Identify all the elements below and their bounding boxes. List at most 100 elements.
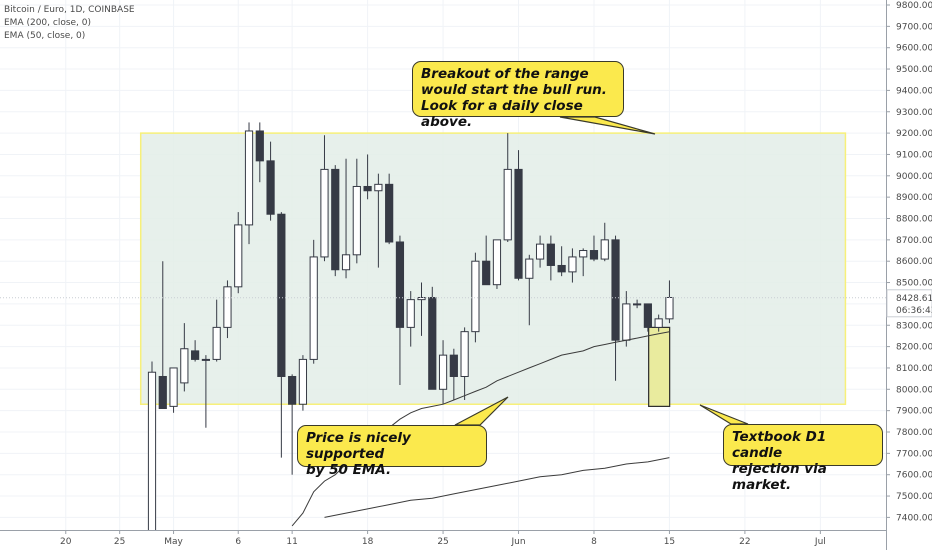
candle-body — [191, 350, 200, 360]
candle-body — [460, 331, 469, 377]
candle — [212, 299, 221, 362]
candle-body — [428, 296, 437, 390]
rejection-note-line-2: rejection via market. — [732, 461, 827, 493]
candle — [406, 291, 415, 347]
candle — [298, 355, 308, 411]
price-tick-label: 9400.00 — [896, 86, 932, 96]
candle — [438, 340, 448, 405]
candle-body — [169, 367, 178, 407]
price-tick-label: 9500.00 — [896, 65, 932, 75]
price-tick-label: 7600.00 — [896, 471, 932, 481]
price-tick-label: 9300.00 — [896, 108, 932, 118]
time-tick-label: 20 — [60, 537, 72, 547]
candle — [449, 348, 458, 400]
candle — [643, 303, 652, 332]
price-tick-label: 9200.00 — [896, 129, 932, 139]
candle-body — [255, 130, 264, 162]
candle — [514, 150, 523, 281]
price-tick-label: 8100.00 — [896, 364, 932, 374]
candle — [223, 280, 232, 339]
candle — [244, 122, 254, 245]
candle-body — [535, 243, 545, 260]
candle — [395, 235, 405, 386]
candle — [191, 340, 200, 362]
candle-body — [503, 168, 512, 241]
candle-body — [482, 260, 491, 286]
price-tick-label: 7800.00 — [896, 428, 932, 438]
price-tick-label: 7500.00 — [896, 492, 932, 502]
breakout-note-line-1: Breakout of the range — [421, 66, 589, 82]
time-tick-label: Jun — [510, 537, 525, 547]
candle-body — [557, 264, 566, 273]
price-tick-label: 9700.00 — [896, 22, 932, 32]
candle-body — [298, 358, 308, 405]
time-tick-label: 18 — [362, 537, 374, 547]
candle — [320, 135, 329, 262]
rejection-note-line-1: Textbook D1 candle — [732, 429, 827, 461]
candle-body — [406, 299, 415, 328]
candle — [374, 173, 383, 268]
candle — [158, 261, 167, 410]
ema200-line — [324, 457, 670, 518]
candle — [589, 235, 599, 262]
candle-body — [244, 130, 254, 226]
price-tick-label: 7400.00 — [896, 513, 932, 523]
candle-body — [331, 168, 340, 271]
breakout-note-line-2: would start the bull run. — [421, 82, 607, 98]
candle — [600, 222, 609, 262]
candle-body — [363, 185, 372, 192]
candle — [288, 374, 297, 475]
time-tick-label: Jul — [814, 537, 826, 547]
candle-body — [288, 375, 297, 405]
candle-body — [633, 303, 642, 306]
candle — [352, 158, 361, 264]
time-tick-label: 11 — [286, 537, 297, 547]
rejection-note[interactable]: Textbook D1 candle rejection via market. — [723, 424, 883, 493]
legend-ema50: EMA (50, close, 0) — [4, 31, 86, 41]
breakout-note-pointer — [559, 116, 656, 135]
rejection-note-pointer — [699, 404, 749, 425]
breakout-note[interactable]: Breakout of the range would start the bu… — [412, 61, 624, 130]
candle — [525, 254, 534, 326]
last-price-label: 8428.61 — [896, 294, 932, 304]
candle-body — [492, 239, 502, 286]
candle — [266, 141, 275, 221]
candle — [277, 212, 286, 458]
price-tick-label: 8900.00 — [896, 193, 932, 203]
time-tick-label: May — [164, 537, 183, 547]
candle — [255, 122, 264, 183]
support-note[interactable]: Price is nicely supported by 50 EMA. — [297, 425, 487, 478]
legend-symbol: Bitcoin / Euro, 1D, COINBASE — [4, 5, 135, 15]
price-tick-label: 9100.00 — [896, 150, 932, 160]
candle — [385, 173, 394, 245]
candle-body — [611, 239, 620, 341]
candle-body — [643, 303, 652, 328]
candle — [363, 154, 372, 200]
candle-body — [449, 354, 458, 377]
legend-ema200: EMA (200, close, 0) — [4, 18, 92, 28]
support-note-line-2: by 50 EMA. — [306, 462, 392, 478]
candle — [535, 235, 545, 268]
candle — [557, 246, 566, 277]
candle-body — [320, 168, 329, 258]
candle — [331, 165, 340, 277]
candle-body — [622, 303, 631, 341]
price-tick-label: 8600.00 — [896, 257, 932, 267]
candle — [633, 299, 642, 309]
candle-body — [158, 375, 167, 410]
candle-body — [223, 286, 232, 328]
candle — [482, 235, 491, 286]
candle-body — [589, 250, 599, 260]
candle — [568, 248, 577, 283]
candle-body — [665, 296, 674, 320]
candle — [309, 239, 318, 364]
support-note-line-1: Price is nicely supported — [306, 430, 411, 462]
time-tick-label: 25 — [437, 537, 448, 547]
candle-body — [234, 224, 243, 288]
candle — [579, 248, 588, 277]
price-tick-label: 9800.00 — [896, 1, 932, 11]
candle-body — [212, 326, 221, 360]
price-tick-label: 8000.00 — [896, 385, 932, 395]
time-tick-label: 25 — [114, 537, 125, 547]
